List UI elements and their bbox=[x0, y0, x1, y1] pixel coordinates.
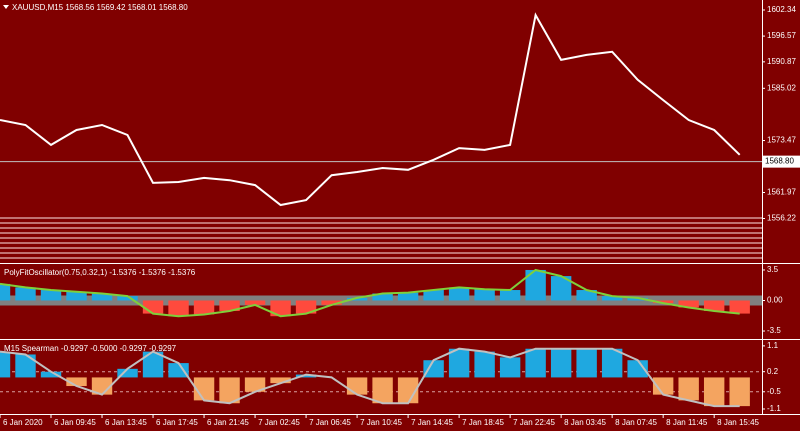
bar bbox=[0, 351, 11, 378]
y-tick-label: -3.5 bbox=[767, 326, 781, 335]
bar bbox=[627, 360, 648, 378]
bar bbox=[576, 348, 597, 378]
bar bbox=[40, 290, 62, 301]
y-tick-label: 1556.22 bbox=[767, 214, 796, 223]
bar bbox=[550, 348, 572, 378]
bar bbox=[678, 377, 699, 401]
y-tick-label: 0.2 bbox=[767, 367, 779, 376]
bar bbox=[193, 300, 215, 315]
bar bbox=[525, 269, 546, 301]
bar bbox=[678, 300, 699, 308]
bar bbox=[15, 287, 36, 301]
bar bbox=[40, 371, 62, 378]
bar bbox=[142, 300, 164, 314]
y-tick-label: 1561.97 bbox=[767, 188, 796, 197]
series-line bbox=[0, 268, 740, 318]
x-tick-label: 7 Jan 06:45 bbox=[309, 418, 351, 427]
y-tick-label: 0.00 bbox=[767, 296, 783, 305]
y-tick-label: 1590.87 bbox=[767, 57, 796, 66]
x-tick-label: 6 Jan 21:45 bbox=[207, 418, 249, 427]
series-line bbox=[0, 347, 740, 408]
bar bbox=[703, 377, 725, 407]
x-tick-label: 6 Jan 09:45 bbox=[54, 418, 96, 427]
bar bbox=[397, 377, 419, 404]
series-line bbox=[0, 12, 741, 207]
x-tick-label: 6 Jan 13:45 bbox=[105, 418, 147, 427]
bar bbox=[168, 300, 189, 317]
bar bbox=[525, 348, 546, 378]
pane-title: PolyFitOscillator(0.75,0.32,1) -1.5376 -… bbox=[4, 268, 196, 277]
y-tick-label: -0.5 bbox=[767, 387, 781, 396]
bar bbox=[219, 300, 240, 311]
bar bbox=[729, 377, 750, 407]
bar bbox=[550, 276, 572, 301]
bar bbox=[117, 368, 138, 378]
y-tick-label: -1.1 bbox=[767, 404, 781, 413]
x-tick-label: 8 Jan 03:45 bbox=[564, 418, 606, 427]
bar bbox=[601, 348, 623, 378]
bar bbox=[66, 291, 87, 301]
bar bbox=[423, 360, 444, 378]
bar bbox=[652, 300, 674, 304]
bar bbox=[703, 300, 725, 311]
bar bbox=[117, 296, 138, 301]
bar bbox=[295, 300, 317, 314]
x-tick-label: 7 Jan 02:45 bbox=[258, 418, 300, 427]
y-tick-label: 1602.34 bbox=[767, 5, 796, 14]
bar bbox=[66, 377, 87, 387]
menu-arrow[interactable] bbox=[3, 5, 9, 9]
y-tick-label: 1585.02 bbox=[767, 83, 796, 92]
price-label: 1568.80 bbox=[765, 157, 794, 166]
x-tick-label: 7 Jan 22:45 bbox=[513, 418, 555, 427]
y-tick-label: 1573.47 bbox=[767, 136, 796, 145]
x-tick-label: 8 Jan 11:45 bbox=[666, 418, 708, 427]
bar bbox=[15, 354, 36, 378]
x-tick-label: 7 Jan 14:45 bbox=[411, 418, 453, 427]
x-tick-label: 6 Jan 2020 bbox=[3, 418, 43, 427]
bar bbox=[372, 293, 393, 301]
bar bbox=[652, 377, 674, 395]
bar bbox=[270, 377, 291, 384]
bar bbox=[474, 351, 495, 378]
bar bbox=[295, 374, 317, 378]
x-tick-label: 7 Jan 10:45 bbox=[360, 418, 402, 427]
y-tick-label: 1.1 bbox=[767, 341, 779, 350]
bar bbox=[627, 297, 648, 301]
bar bbox=[244, 377, 266, 392]
bar bbox=[346, 377, 368, 395]
y-tick-label: 3.5 bbox=[767, 265, 779, 274]
bar bbox=[499, 357, 521, 378]
y-tick-label: 1596.57 bbox=[767, 31, 796, 40]
bar bbox=[244, 300, 266, 305]
level-lines bbox=[0, 217, 762, 259]
bar bbox=[601, 296, 623, 301]
bar bbox=[729, 300, 750, 314]
bar bbox=[474, 289, 495, 301]
bar bbox=[91, 293, 113, 301]
price-tag bbox=[762, 155, 800, 168]
bar bbox=[372, 377, 393, 404]
pane-title: M15 Spearman -0.9297 -0.5000 -0.9297 -0.… bbox=[4, 344, 177, 353]
x-tick-label: 8 Jan 07:45 bbox=[615, 418, 657, 427]
x-tick-label: 6 Jan 17:45 bbox=[156, 418, 198, 427]
bar bbox=[321, 300, 342, 305]
bar bbox=[499, 290, 521, 301]
x-tick-label: 8 Jan 15:45 bbox=[717, 418, 759, 427]
bar bbox=[397, 292, 419, 301]
bar bbox=[448, 348, 470, 378]
bar bbox=[270, 300, 291, 317]
x-tick-label: 7 Jan 18:45 bbox=[462, 418, 504, 427]
bar bbox=[0, 283, 11, 301]
bar bbox=[576, 290, 597, 301]
bar bbox=[448, 287, 470, 301]
pane-title: XAUUSD,M15 1568.56 1569.42 1568.01 1568.… bbox=[12, 3, 188, 12]
bar bbox=[346, 297, 368, 301]
bar bbox=[142, 351, 164, 378]
bar bbox=[423, 290, 444, 301]
bar bbox=[168, 363, 189, 378]
bar bbox=[219, 377, 240, 404]
